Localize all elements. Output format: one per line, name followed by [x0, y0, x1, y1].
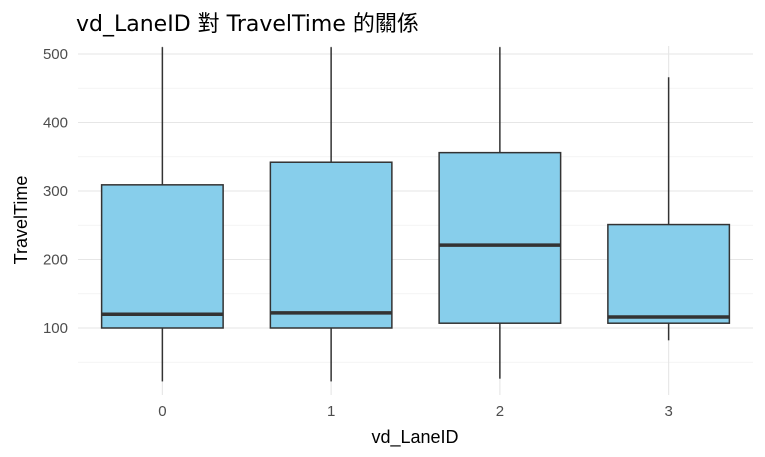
- box-0: [100, 47, 224, 382]
- y-axis-title: TravelTime: [11, 176, 31, 265]
- chart-title: vd_LaneID 對 TravelTime 的關係: [76, 12, 419, 37]
- x-axis-title: vd_LaneID: [371, 427, 458, 448]
- box-1: [269, 47, 393, 382]
- x-tick-label: 0: [158, 403, 166, 420]
- box-body: [100, 184, 224, 329]
- y-tick-label: 400: [43, 115, 68, 132]
- box-body: [607, 223, 731, 324]
- box-layer: [100, 47, 731, 382]
- x-tick-label: 1: [327, 403, 335, 420]
- y-tick-label: 500: [43, 46, 68, 63]
- box-body: [438, 151, 562, 324]
- x-tick-label: 2: [496, 403, 504, 420]
- y-tick-label: 200: [43, 252, 68, 269]
- y-tick-label: 300: [43, 183, 68, 200]
- box-3: [607, 77, 731, 341]
- box-body: [269, 161, 393, 329]
- x-tick-label: 3: [664, 403, 672, 420]
- box-2: [438, 47, 562, 379]
- y-tick-label: 100: [43, 320, 68, 337]
- tick-layer: 100 200 300 400 500 0 1 2 3: [43, 46, 673, 420]
